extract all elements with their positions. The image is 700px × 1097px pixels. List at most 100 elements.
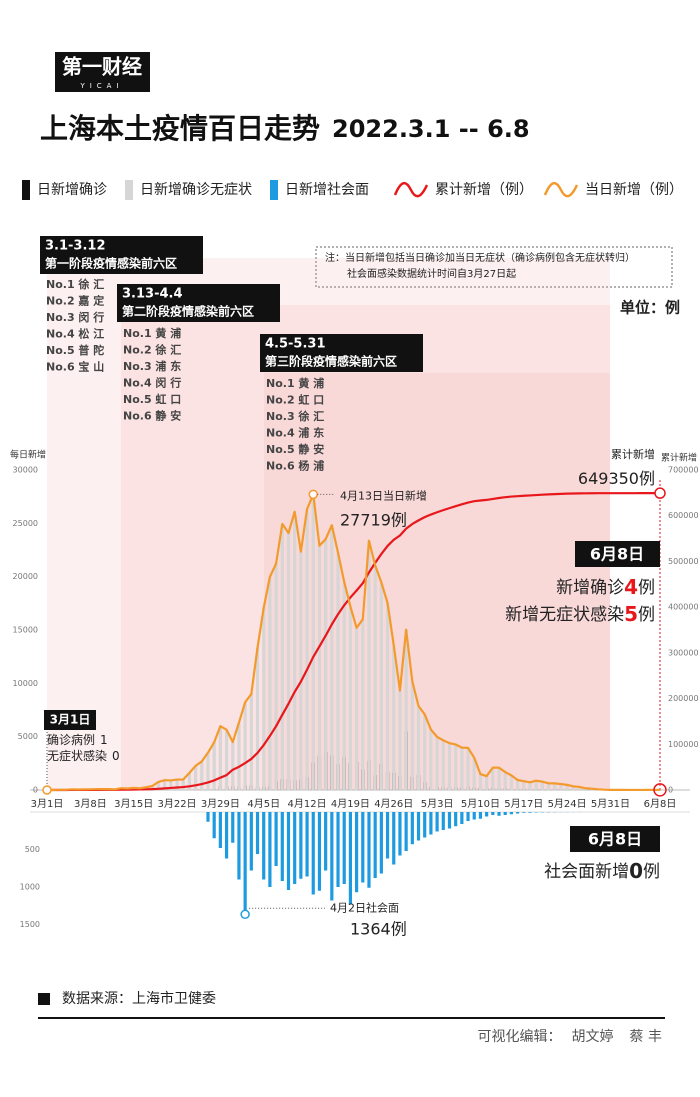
bar — [218, 812, 222, 848]
bar — [293, 812, 297, 884]
y-tick-label: 15000 — [13, 626, 38, 635]
source-bullet — [38, 993, 50, 1005]
bar — [156, 781, 161, 790]
editor: 胡文婷 — [572, 1029, 614, 1045]
bar — [286, 533, 291, 790]
x-tick-label: 5月3日 — [421, 798, 454, 810]
phase-item: No.4 浦 东 — [266, 426, 324, 440]
bar — [447, 743, 452, 790]
bar — [274, 812, 278, 866]
start-marker — [42, 785, 52, 795]
end-date: 6月8日 — [590, 545, 644, 564]
bar — [553, 783, 557, 790]
unit: 例 — [639, 469, 655, 488]
legend-swatch — [22, 180, 30, 200]
bar — [212, 742, 216, 790]
bar — [429, 812, 433, 835]
bar — [280, 523, 284, 790]
phase-band — [121, 305, 610, 790]
bar — [317, 545, 322, 790]
legend-label: 日新增社会面 — [285, 182, 369, 198]
bar — [522, 812, 526, 813]
annotation-layer: 日新增确诊 日新增确诊无症状 日新增社会面 累计新增（例） 当日新增（例） 注：当日新增包… — [10, 182, 699, 938]
bar — [324, 812, 328, 871]
date-range: 2022.3.1 -- 6.8 — [332, 115, 530, 143]
value: 27719 — [340, 510, 391, 529]
bar — [299, 551, 303, 790]
bar — [243, 812, 247, 915]
bar — [478, 774, 483, 790]
x-tick-label: 3月29日 — [201, 798, 240, 810]
date-box — [570, 826, 660, 852]
bar — [268, 576, 272, 790]
bar — [311, 812, 315, 895]
date-box — [575, 541, 660, 567]
phase-title: 3.1-3.12 — [45, 239, 106, 254]
x-tick-label: 3月22日 — [157, 798, 196, 810]
bar — [416, 812, 421, 841]
bar — [361, 812, 365, 883]
editor: 蔡 丰 — [630, 1029, 662, 1045]
legend-swatch — [125, 180, 133, 200]
bar — [398, 812, 402, 856]
cumulative-label: 累计新增 — [611, 447, 655, 461]
bar — [385, 812, 390, 859]
y-axis-title: 每日新增 — [10, 449, 46, 461]
value: 5 — [624, 602, 638, 626]
unit: 例 — [391, 919, 407, 938]
bar — [354, 627, 359, 790]
social-end-date: 6月8日 — [588, 830, 642, 849]
x-tick-label: 3月15日 — [114, 798, 153, 810]
bar — [435, 736, 439, 790]
phase-item: No.1 黄 浦 — [266, 376, 324, 390]
bar — [354, 812, 359, 893]
bar — [336, 812, 340, 887]
bar — [200, 761, 204, 790]
bar — [317, 812, 322, 891]
source: 数据来源：上海市卫健委 — [62, 990, 216, 1007]
bar — [485, 776, 489, 790]
bar — [491, 812, 495, 815]
end-marker — [653, 783, 667, 797]
y-tick-label: 20000 — [13, 572, 38, 581]
note-box — [315, 246, 673, 288]
bar — [224, 729, 229, 790]
y2-axis-title: 累计新增 — [661, 452, 697, 464]
bar — [379, 582, 383, 790]
bar — [231, 741, 235, 790]
bar — [534, 780, 538, 790]
editor-label: 可视化编辑： — [478, 1029, 562, 1045]
bar — [466, 812, 470, 821]
bar — [460, 747, 464, 790]
bar — [460, 812, 464, 824]
label: 确诊病例 — [47, 732, 95, 747]
bar — [423, 812, 427, 838]
peak-marker — [308, 489, 319, 500]
y2-tick-label: 500000 — [668, 557, 699, 566]
x-tick-label: 5月17日 — [504, 798, 543, 810]
bar — [181, 779, 185, 790]
y-tick-label: 30000 — [13, 466, 38, 475]
phase-subtitle: 第二阶段疫情感染前六区 — [122, 304, 254, 319]
bar — [441, 740, 445, 790]
bar — [540, 781, 544, 790]
bar — [509, 775, 513, 790]
x-tick-label: 6月8日 — [644, 798, 677, 810]
x-tick-label: 3月1日 — [31, 798, 64, 810]
bar — [348, 606, 353, 790]
bar — [503, 772, 507, 790]
bar — [150, 786, 154, 790]
bar — [497, 812, 501, 816]
bar — [367, 540, 371, 790]
editors: 可视化编辑： 胡文婷蔡 丰 — [478, 1029, 662, 1045]
x-tick-label: 4月5日 — [247, 798, 280, 810]
bar — [311, 494, 315, 790]
bar — [231, 812, 235, 843]
bar — [410, 812, 414, 845]
bar — [404, 812, 408, 851]
logo-sub: YICAI — [79, 82, 123, 90]
bar — [305, 509, 309, 790]
bar — [435, 812, 439, 832]
end-confirmed: 新增确诊4例 — [556, 575, 655, 599]
